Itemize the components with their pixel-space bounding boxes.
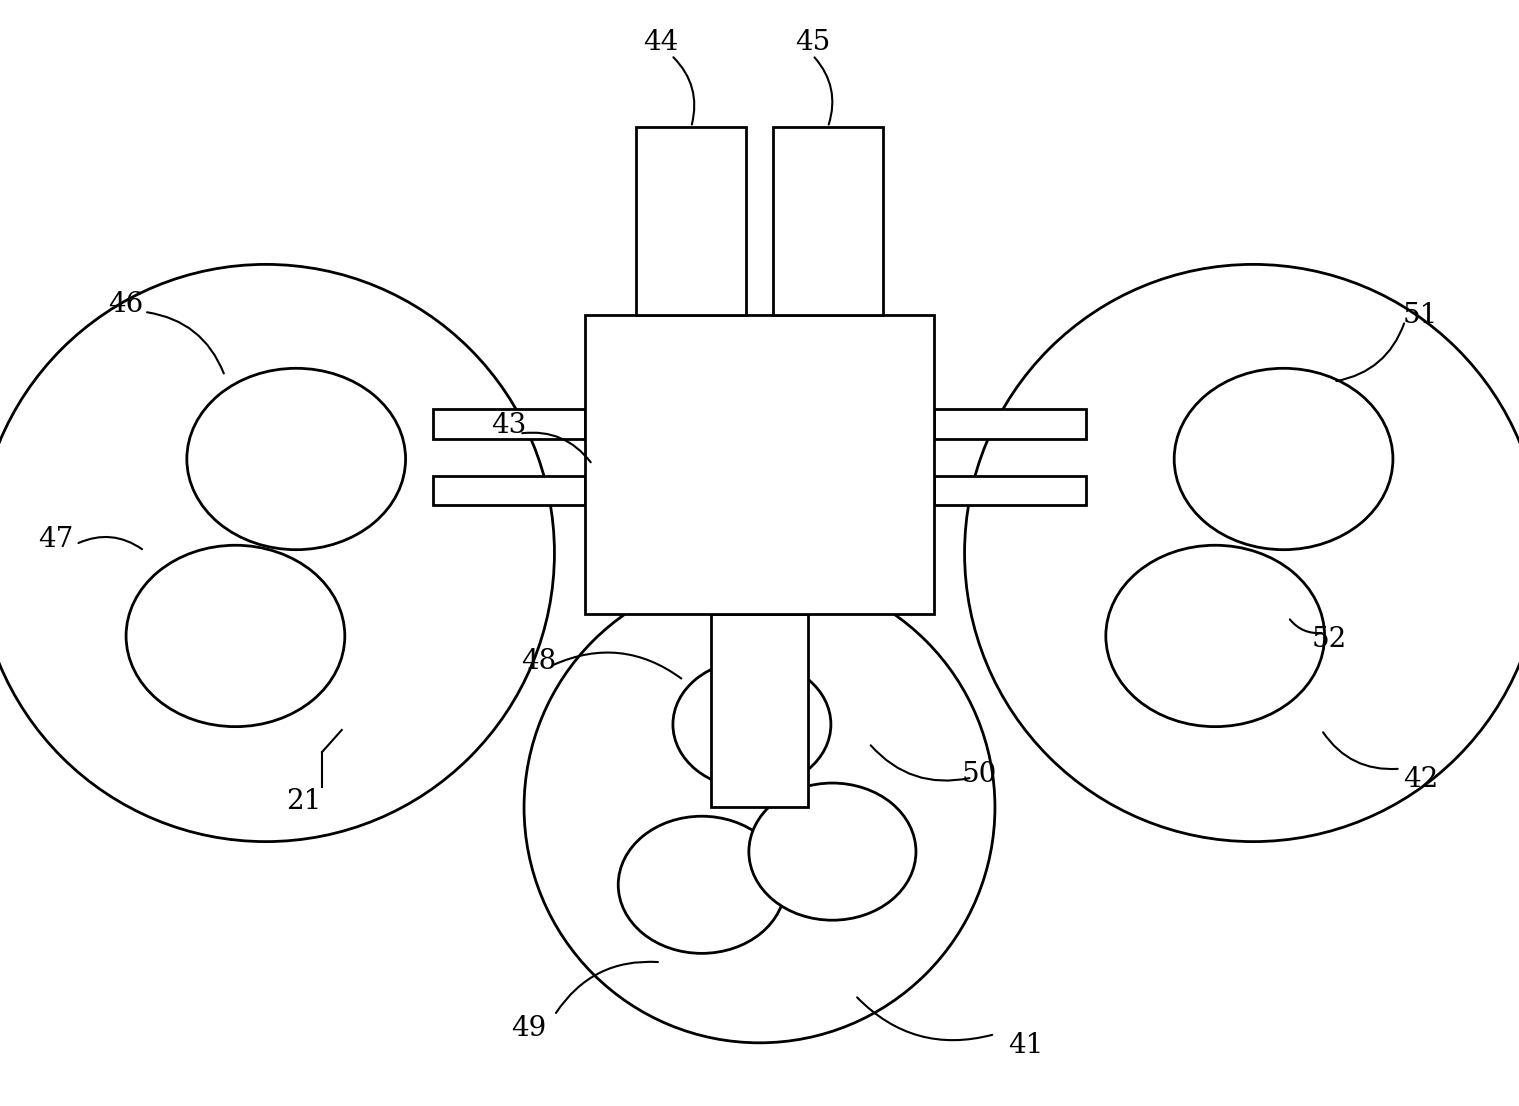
Bar	[433, 409, 585, 439]
Bar	[773, 127, 883, 315]
Ellipse shape	[618, 816, 785, 953]
Text: 52: 52	[1311, 626, 1347, 653]
Ellipse shape	[1174, 368, 1393, 550]
Bar	[433, 476, 585, 505]
Bar	[711, 614, 808, 807]
Text: 42: 42	[1402, 766, 1438, 793]
Bar	[636, 127, 746, 315]
Bar	[934, 409, 1086, 439]
Bar	[934, 476, 1086, 505]
Text: 48: 48	[521, 648, 557, 675]
Circle shape	[0, 264, 554, 842]
Text: 21: 21	[286, 789, 322, 815]
Ellipse shape	[749, 783, 916, 920]
Text: 43: 43	[491, 413, 527, 439]
Text: 47: 47	[38, 526, 74, 553]
Circle shape	[524, 572, 995, 1043]
Bar	[585, 315, 934, 614]
Text: 44: 44	[643, 29, 679, 55]
Ellipse shape	[1106, 545, 1325, 727]
Text: 50: 50	[962, 761, 998, 787]
Circle shape	[965, 264, 1519, 842]
Text: 49: 49	[510, 1015, 547, 1042]
Text: 51: 51	[1402, 302, 1438, 328]
Ellipse shape	[126, 545, 345, 727]
Text: 46: 46	[108, 291, 144, 317]
Text: 41: 41	[1007, 1032, 1044, 1058]
Text: 45: 45	[794, 29, 831, 55]
Ellipse shape	[187, 368, 406, 550]
Ellipse shape	[673, 660, 831, 789]
